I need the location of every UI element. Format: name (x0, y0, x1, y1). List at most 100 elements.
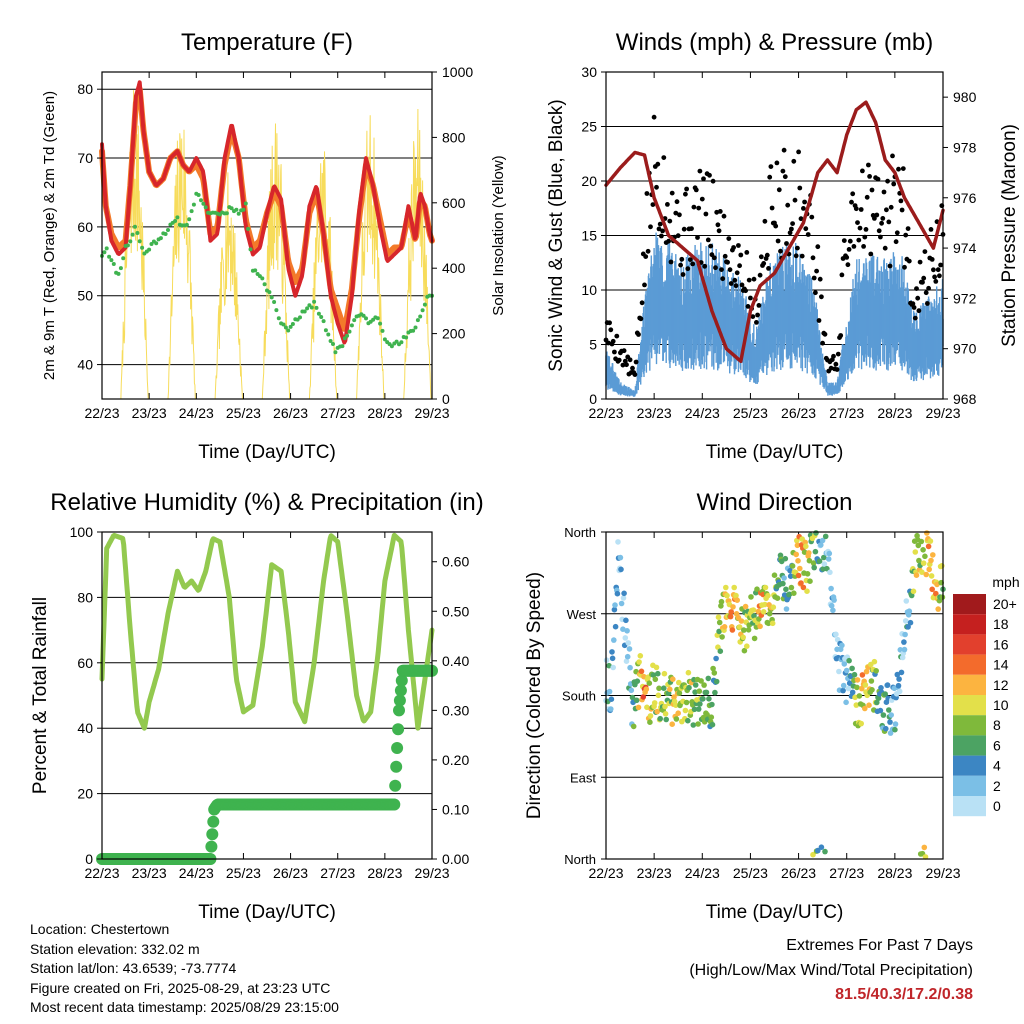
wind-direction-point (635, 704, 642, 711)
wind-direction-point (657, 715, 663, 722)
precipitation-series (96, 664, 438, 865)
gust-point (681, 226, 687, 232)
wind-direction-point (859, 685, 865, 692)
x-tick-label: 27/23 (320, 405, 355, 421)
gust-point (881, 189, 887, 195)
gust-point (815, 244, 821, 250)
wind-direction-point (690, 722, 697, 728)
wind-direction-point (806, 557, 813, 564)
gust-point (861, 244, 866, 249)
wind-direction-point (738, 618, 745, 624)
gust-point (803, 226, 809, 232)
gust-point (727, 267, 733, 273)
wind-direction-point (606, 662, 612, 669)
x-tick-label: 28/23 (877, 405, 912, 421)
dewpoint-point (224, 211, 229, 216)
gust-point (878, 234, 883, 240)
wind-direction-point (617, 554, 624, 561)
dewpoint-point (314, 305, 319, 310)
dewpoint-point (286, 328, 291, 333)
dewpoint-point (331, 342, 335, 346)
gust-point (656, 226, 662, 232)
legend-label: 14 (993, 657, 1009, 673)
gust-point (722, 253, 728, 259)
precipitation-point (207, 815, 220, 828)
gust-point (677, 212, 682, 218)
gust-point (868, 251, 874, 257)
dewpoint-point (272, 300, 277, 304)
gust-point (884, 207, 889, 213)
wind-direction-point (884, 682, 891, 688)
gust-point (785, 202, 791, 208)
wind-direction-point (626, 646, 633, 652)
gust-point (775, 238, 781, 244)
gust-point (767, 174, 773, 180)
gust-point (721, 213, 727, 219)
gust-point (644, 191, 650, 196)
wind-direction-point (822, 533, 829, 540)
gust-point (928, 227, 934, 232)
x-tick-label: 25/23 (226, 865, 261, 881)
x-tick-label: 24/23 (179, 405, 214, 421)
y-tick-label: 10 (581, 282, 597, 298)
wind-direction-point (640, 694, 647, 700)
wind-direction-point (609, 655, 616, 662)
gust-point (894, 230, 900, 236)
gust-point (809, 214, 815, 220)
wind-direction-point (849, 665, 855, 672)
gust-point (636, 332, 641, 337)
dewpoint-point (323, 328, 328, 333)
wind-direction-point (734, 597, 740, 603)
wind-direction-point (765, 592, 771, 599)
wind-direction-point (736, 624, 743, 630)
gust-point (756, 303, 762, 308)
gust-point (831, 353, 836, 359)
gust-point (710, 178, 716, 184)
gust-point (720, 276, 726, 282)
gust-point (902, 264, 907, 270)
legend-swatch (953, 594, 986, 615)
gust-point (896, 166, 901, 172)
x-tick-label: 26/23 (273, 865, 308, 881)
dewpoint-point (130, 232, 135, 237)
gust-point (684, 186, 689, 192)
dewpoint-point (394, 339, 399, 344)
dewpoint-point (312, 299, 317, 304)
wind-direction-point (709, 721, 716, 728)
wind-direction-point (843, 699, 849, 706)
wind-direction-point (840, 687, 846, 694)
gust-point (717, 209, 723, 214)
wind-direction-point (760, 609, 767, 615)
gust-point (751, 276, 757, 282)
gust-point (633, 359, 639, 365)
wind-direction-point (830, 607, 836, 614)
y-tick-label: 5 (589, 337, 597, 353)
y-tick-label: 20 (581, 173, 597, 189)
extremes-box: Extremes For Past 7 Days (High/Low/Max W… (689, 934, 973, 1008)
gust-point (782, 174, 788, 180)
gust-point (768, 164, 774, 170)
dewpoint-point (149, 242, 154, 246)
legend-swatch (953, 634, 986, 655)
wind-direction-point (676, 690, 683, 696)
dewpoint-point (298, 315, 302, 320)
dewpoint-point (274, 308, 279, 313)
x-tick-label: 26/23 (273, 405, 308, 421)
y-axis-label: Direction (Colored By Speed) (524, 572, 545, 819)
wind-direction-point (650, 672, 657, 678)
y2-tick-label: 0.10 (442, 801, 469, 817)
legend-swatch (953, 654, 986, 675)
wind-direction-point (729, 627, 736, 633)
wind-direction-point (634, 678, 641, 684)
wind-direction-point (939, 563, 945, 569)
dewpoint-point (128, 239, 133, 244)
wind-direction-point (919, 569, 925, 575)
wind-direction-point (818, 542, 824, 548)
gust-point (801, 206, 806, 211)
wind-direction-point (854, 684, 860, 691)
wind-direction-point (685, 717, 691, 724)
gust-point (734, 270, 740, 276)
x-tick-label: 22/23 (84, 405, 119, 421)
gust-point (665, 202, 670, 207)
legend-label: 4 (993, 758, 1001, 774)
